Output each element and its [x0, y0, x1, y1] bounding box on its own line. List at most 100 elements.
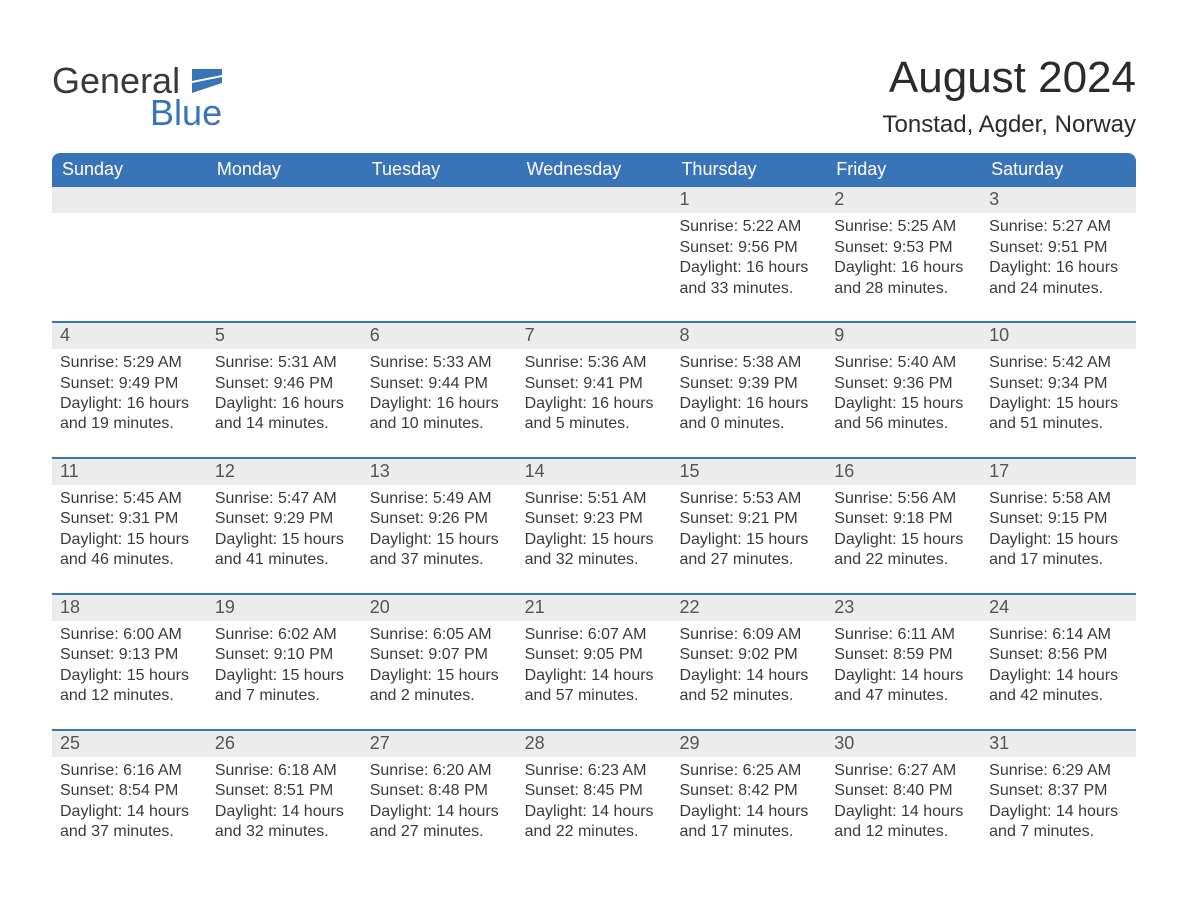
day-cell-empty — [362, 187, 517, 321]
day-number — [52, 187, 207, 213]
weekday-header: Wednesday — [517, 153, 672, 187]
day-number: 5 — [207, 323, 362, 349]
daylight-text: Daylight: 15 hours and 27 minutes. — [679, 530, 818, 571]
day-cell: 24Sunrise: 6:14 AMSunset: 8:56 PMDayligh… — [981, 595, 1136, 729]
week-row: 25Sunrise: 6:16 AMSunset: 8:54 PMDayligh… — [52, 729, 1136, 865]
day-cell: 22Sunrise: 6:09 AMSunset: 9:02 PMDayligh… — [671, 595, 826, 729]
daylight-text: Daylight: 16 hours and 5 minutes. — [525, 394, 664, 435]
sunset-text: Sunset: 9:18 PM — [834, 509, 973, 529]
day-body: Sunrise: 6:11 AMSunset: 8:59 PMDaylight:… — [826, 621, 981, 707]
day-body: Sunrise: 5:51 AMSunset: 9:23 PMDaylight:… — [517, 485, 672, 571]
sunset-text: Sunset: 9:53 PM — [834, 238, 973, 258]
day-body: Sunrise: 6:27 AMSunset: 8:40 PMDaylight:… — [826, 757, 981, 843]
calendar-page: General Blue August 2024 Tonstad, Agder,… — [0, 0, 1188, 905]
month-title: August 2024 — [883, 55, 1136, 101]
sunset-text: Sunset: 9:05 PM — [525, 645, 664, 665]
day-number: 16 — [826, 459, 981, 485]
day-number: 22 — [671, 595, 826, 621]
day-body: Sunrise: 5:47 AMSunset: 9:29 PMDaylight:… — [207, 485, 362, 571]
week-row: 11Sunrise: 5:45 AMSunset: 9:31 PMDayligh… — [52, 457, 1136, 593]
sunrise-text: Sunrise: 5:29 AM — [60, 353, 199, 373]
day-number: 19 — [207, 595, 362, 621]
day-number: 7 — [517, 323, 672, 349]
day-cell: 8Sunrise: 5:38 AMSunset: 9:39 PMDaylight… — [671, 323, 826, 457]
day-cell: 2Sunrise: 5:25 AMSunset: 9:53 PMDaylight… — [826, 187, 981, 321]
daylight-text: Daylight: 16 hours and 24 minutes. — [989, 258, 1128, 299]
daylight-text: Daylight: 14 hours and 12 minutes. — [834, 802, 973, 843]
day-cell: 6Sunrise: 5:33 AMSunset: 9:44 PMDaylight… — [362, 323, 517, 457]
day-cell: 28Sunrise: 6:23 AMSunset: 8:45 PMDayligh… — [517, 731, 672, 865]
daylight-text: Daylight: 15 hours and 46 minutes. — [60, 530, 199, 571]
sunrise-text: Sunrise: 5:47 AM — [215, 489, 354, 509]
daylight-text: Daylight: 15 hours and 41 minutes. — [215, 530, 354, 571]
sunset-text: Sunset: 9:36 PM — [834, 374, 973, 394]
sunset-text: Sunset: 8:45 PM — [525, 781, 664, 801]
weekday-header: Saturday — [981, 153, 1136, 187]
sunrise-text: Sunrise: 5:31 AM — [215, 353, 354, 373]
sunrise-text: Sunrise: 6:23 AM — [525, 761, 664, 781]
sunrise-text: Sunrise: 6:02 AM — [215, 625, 354, 645]
sunrise-text: Sunrise: 5:33 AM — [370, 353, 509, 373]
weeks-container: 1Sunrise: 5:22 AMSunset: 9:56 PMDaylight… — [52, 187, 1136, 864]
day-number: 29 — [671, 731, 826, 757]
day-number: 4 — [52, 323, 207, 349]
day-number: 31 — [981, 731, 1136, 757]
sunset-text: Sunset: 9:26 PM — [370, 509, 509, 529]
brand-text: General Blue — [52, 63, 222, 131]
sunset-text: Sunset: 9:44 PM — [370, 374, 509, 394]
daylight-text: Daylight: 14 hours and 37 minutes. — [60, 802, 199, 843]
day-body: Sunrise: 5:33 AMSunset: 9:44 PMDaylight:… — [362, 349, 517, 435]
day-body: Sunrise: 5:40 AMSunset: 9:36 PMDaylight:… — [826, 349, 981, 435]
week-row: 1Sunrise: 5:22 AMSunset: 9:56 PMDaylight… — [52, 187, 1136, 321]
day-body: Sunrise: 6:29 AMSunset: 8:37 PMDaylight:… — [981, 757, 1136, 843]
sunset-text: Sunset: 9:21 PM — [679, 509, 818, 529]
weekday-header: Thursday — [671, 153, 826, 187]
daylight-text: Daylight: 15 hours and 37 minutes. — [370, 530, 509, 571]
day-cell: 23Sunrise: 6:11 AMSunset: 8:59 PMDayligh… — [826, 595, 981, 729]
daylight-text: Daylight: 15 hours and 22 minutes. — [834, 530, 973, 571]
sunset-text: Sunset: 9:10 PM — [215, 645, 354, 665]
day-number: 1 — [671, 187, 826, 213]
weekday-header: Tuesday — [362, 153, 517, 187]
day-number: 28 — [517, 731, 672, 757]
day-cell-empty — [517, 187, 672, 321]
day-cell-empty — [207, 187, 362, 321]
day-body: Sunrise: 5:22 AMSunset: 9:56 PMDaylight:… — [671, 213, 826, 299]
day-number: 11 — [52, 459, 207, 485]
daylight-text: Daylight: 15 hours and 32 minutes. — [525, 530, 664, 571]
day-cell: 11Sunrise: 5:45 AMSunset: 9:31 PMDayligh… — [52, 459, 207, 593]
sunset-text: Sunset: 9:23 PM — [525, 509, 664, 529]
daylight-text: Daylight: 15 hours and 56 minutes. — [834, 394, 973, 435]
day-cell: 21Sunrise: 6:07 AMSunset: 9:05 PMDayligh… — [517, 595, 672, 729]
day-number: 2 — [826, 187, 981, 213]
sunrise-text: Sunrise: 6:11 AM — [834, 625, 973, 645]
sunset-text: Sunset: 9:56 PM — [679, 238, 818, 258]
day-cell: 25Sunrise: 6:16 AMSunset: 8:54 PMDayligh… — [52, 731, 207, 865]
header: General Blue August 2024 Tonstad, Agder,… — [52, 55, 1136, 139]
sunrise-text: Sunrise: 5:42 AM — [989, 353, 1128, 373]
day-body: Sunrise: 5:42 AMSunset: 9:34 PMDaylight:… — [981, 349, 1136, 435]
day-number: 23 — [826, 595, 981, 621]
sunset-text: Sunset: 8:37 PM — [989, 781, 1128, 801]
sunrise-text: Sunrise: 5:40 AM — [834, 353, 973, 373]
day-number — [362, 187, 517, 213]
day-number: 14 — [517, 459, 672, 485]
sunset-text: Sunset: 8:42 PM — [679, 781, 818, 801]
week-row: 18Sunrise: 6:00 AMSunset: 9:13 PMDayligh… — [52, 593, 1136, 729]
sunrise-text: Sunrise: 6:07 AM — [525, 625, 664, 645]
day-cell: 27Sunrise: 6:20 AMSunset: 8:48 PMDayligh… — [362, 731, 517, 865]
day-number: 15 — [671, 459, 826, 485]
weekday-header: Friday — [826, 153, 981, 187]
daylight-text: Daylight: 15 hours and 51 minutes. — [989, 394, 1128, 435]
daylight-text: Daylight: 14 hours and 17 minutes. — [679, 802, 818, 843]
title-block: August 2024 Tonstad, Agder, Norway — [883, 55, 1136, 139]
brand-logo: General Blue — [52, 55, 222, 131]
sunset-text: Sunset: 8:54 PM — [60, 781, 199, 801]
sunset-text: Sunset: 8:51 PM — [215, 781, 354, 801]
daylight-text: Daylight: 14 hours and 27 minutes. — [370, 802, 509, 843]
day-cell: 14Sunrise: 5:51 AMSunset: 9:23 PMDayligh… — [517, 459, 672, 593]
day-number: 3 — [981, 187, 1136, 213]
sunrise-text: Sunrise: 5:27 AM — [989, 217, 1128, 237]
day-body: Sunrise: 6:23 AMSunset: 8:45 PMDaylight:… — [517, 757, 672, 843]
day-number: 26 — [207, 731, 362, 757]
